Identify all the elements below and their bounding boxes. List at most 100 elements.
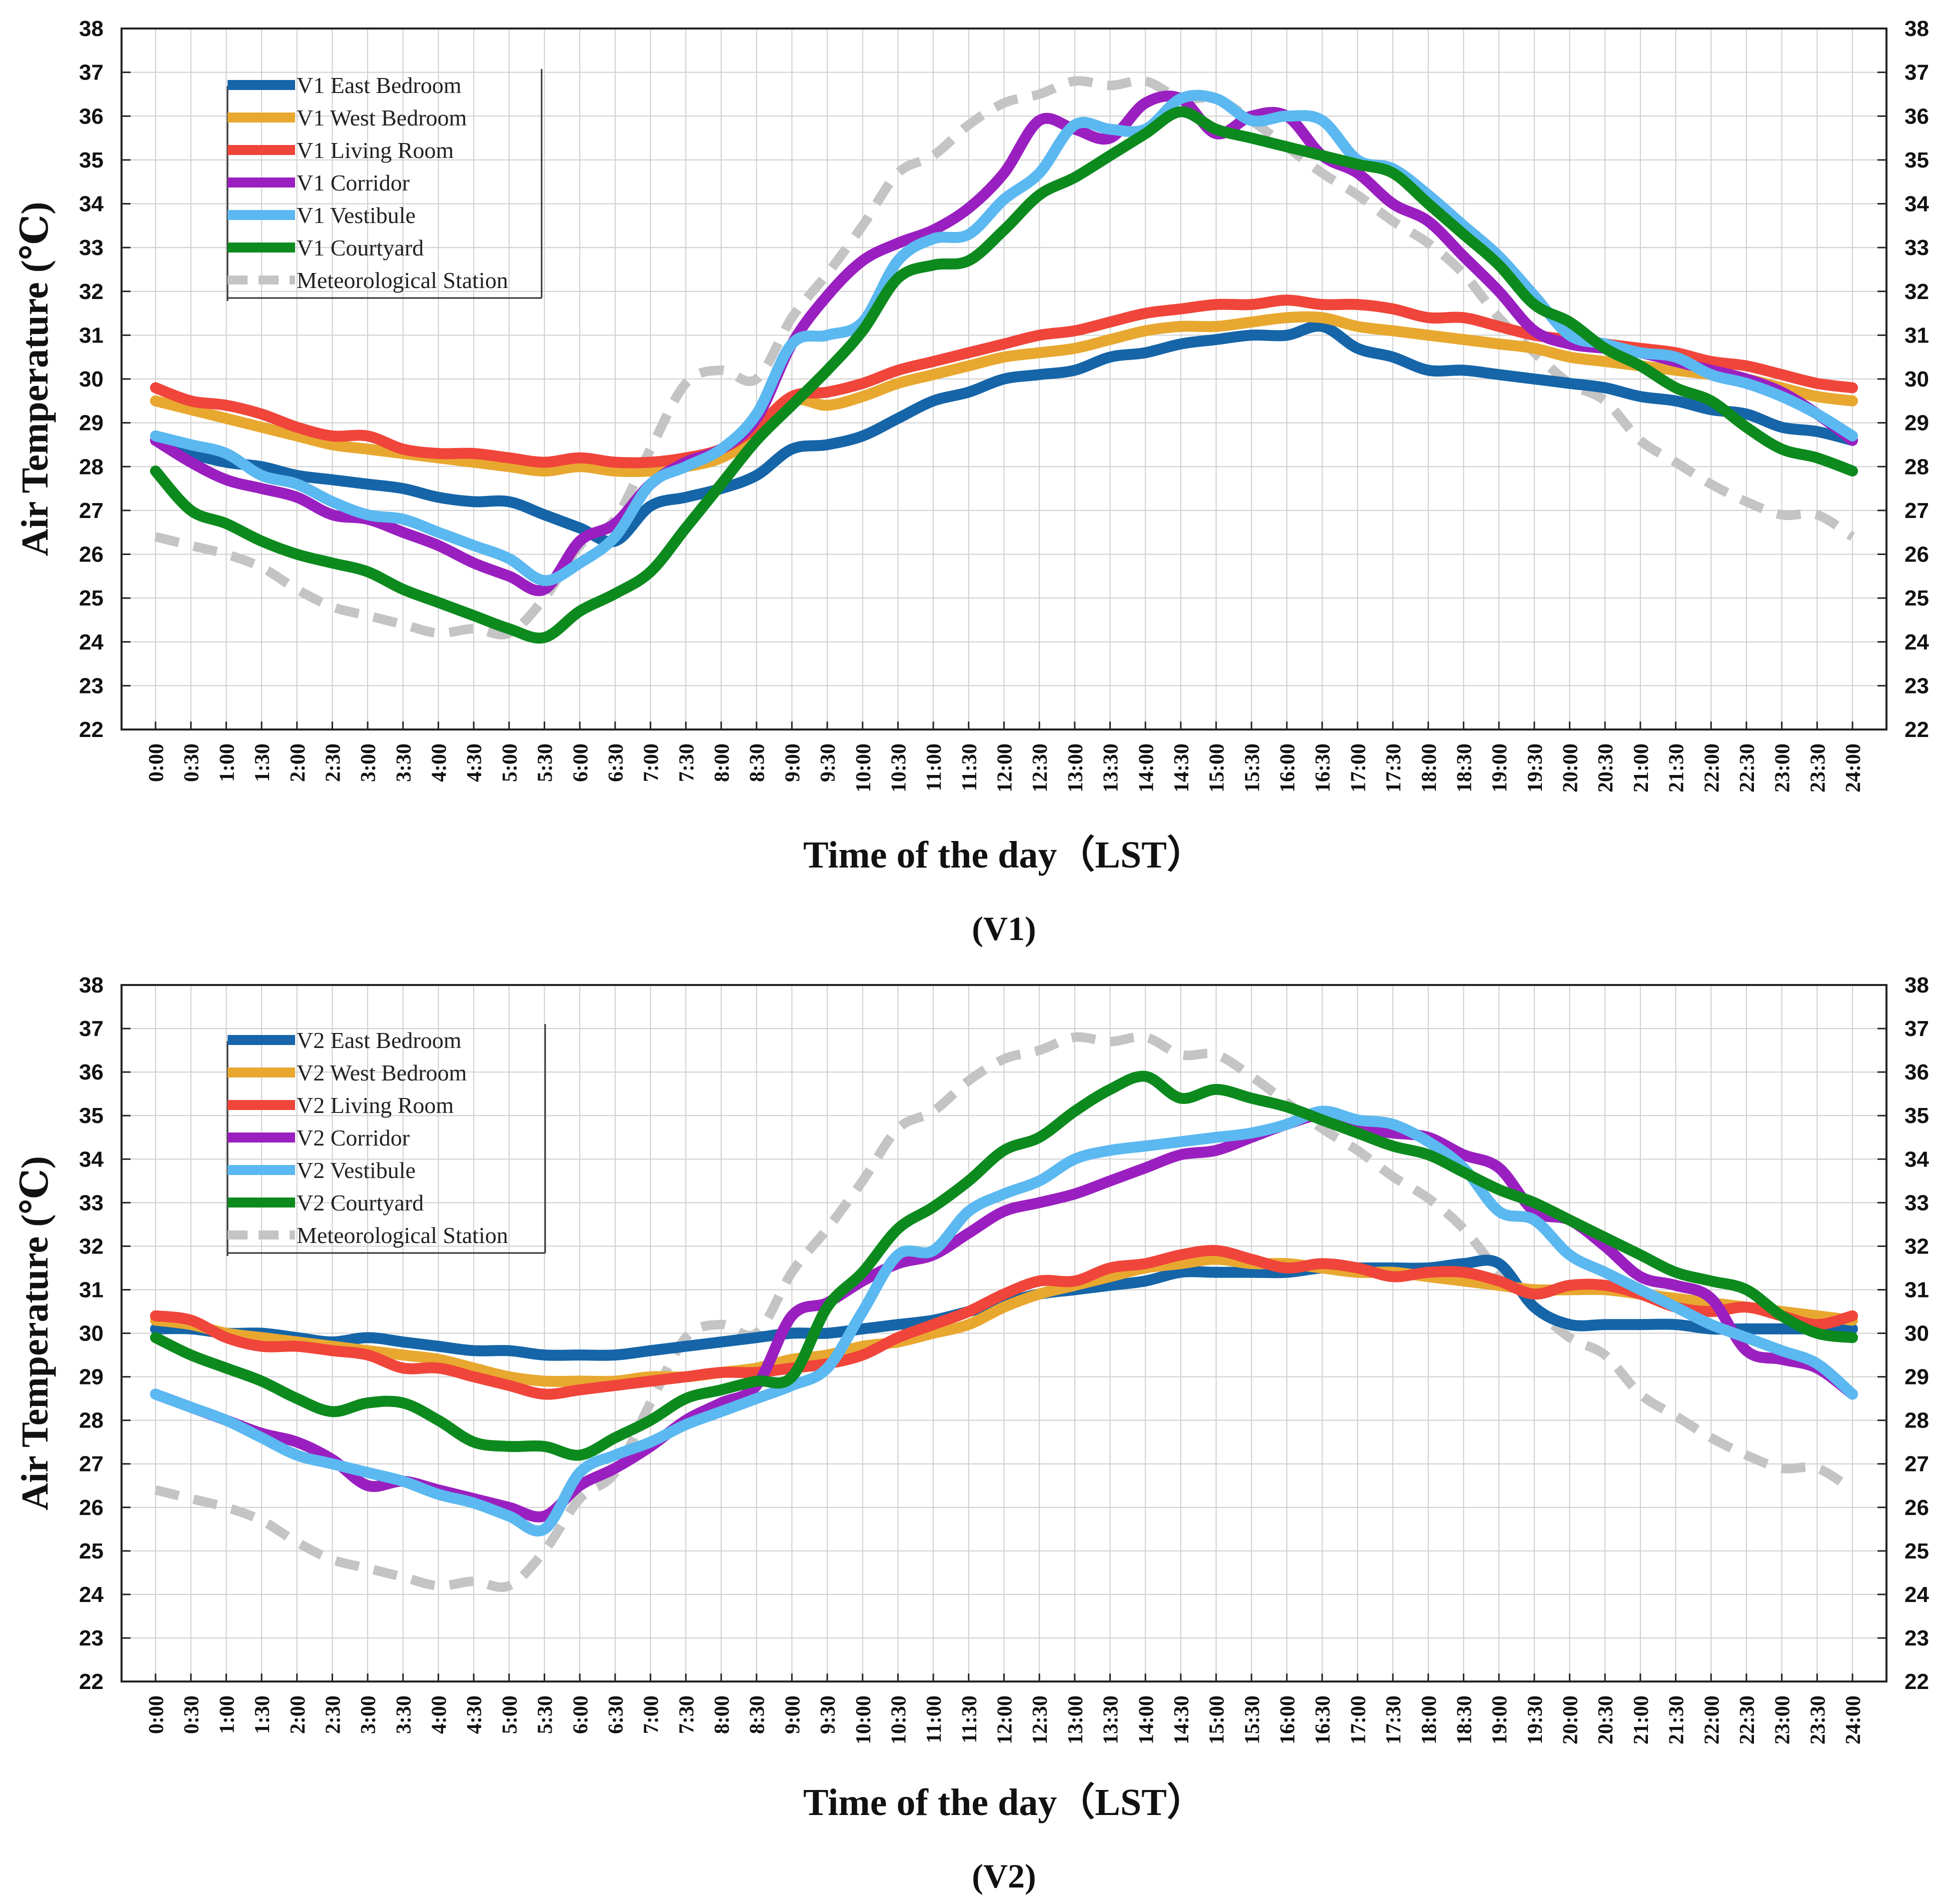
y-tick-label: 31 <box>79 323 104 348</box>
x-tick-label: 4:00 <box>428 744 451 782</box>
y-tick-label-right: 25 <box>1904 1539 1929 1564</box>
y-tick-label-right: 22 <box>1904 718 1929 742</box>
x-tick-label: 11:00 <box>923 744 946 792</box>
y-tick-label: 33 <box>79 1190 104 1215</box>
x-tick-label: 21:00 <box>1630 1696 1653 1744</box>
y-axis-title: Air Temperature (℃) <box>14 202 56 556</box>
y-tick-label: 34 <box>79 192 104 216</box>
legend-label: V1 East Bedroom <box>297 72 462 98</box>
x-tick-label: 18:30 <box>1453 744 1476 792</box>
figure: 22 2223 2324 2425 2526 2627 2728 2829 2930 3031 31… <box>0 0 1957 1904</box>
x-tick-label: 21:30 <box>1665 744 1688 792</box>
y-tick-label-right: 27 <box>1904 498 1929 523</box>
x-tick-label: 6:30 <box>605 744 628 782</box>
y-tick-label-right: 36 <box>1904 104 1929 128</box>
x-tick-label: 15:30 <box>1241 1696 1264 1744</box>
panel-caption: (V2) <box>972 1857 1036 1895</box>
y-tick-label: 34 <box>79 1147 104 1172</box>
x-axis-title: Time of the day（LST） <box>803 834 1205 876</box>
x-tick-label: 7:00 <box>640 1696 663 1734</box>
y-tick-label-right: 35 <box>1904 148 1929 172</box>
x-tick-label: 7:30 <box>675 1696 698 1734</box>
x-tick-label: 18:00 <box>1418 744 1441 792</box>
x-tick-label: 17:30 <box>1382 1696 1405 1744</box>
x-tick-label: 18:30 <box>1453 1696 1476 1744</box>
y-tick-label: 32 <box>79 280 104 304</box>
x-tick-label: 20:30 <box>1594 744 1617 792</box>
x-tick-label: 9:00 <box>781 1696 804 1734</box>
y-tick-label-right: 34 <box>1904 1147 1929 1172</box>
x-tick-label: 19:30 <box>1524 744 1547 792</box>
y-tick-label-right: 28 <box>1904 454 1929 479</box>
x-tick-label: 15:00 <box>1206 1696 1229 1744</box>
x-tick-label: 3:00 <box>357 1696 380 1734</box>
y-tick-label: 36 <box>79 1060 104 1084</box>
x-tick-label: 5:30 <box>534 744 557 782</box>
x-tick-label: 7:00 <box>640 744 663 782</box>
legend-label: V2 Courtyard <box>297 1190 424 1216</box>
x-tick-label: 20:30 <box>1594 1696 1617 1744</box>
x-axis: 0:00 0:30 1:00 1:30 2:00 2:30 3:00 3:30 4:00 4:30… <box>145 1674 1865 1744</box>
x-tick-label: 0:00 <box>145 744 168 782</box>
y-tick-label-right: 35 <box>1904 1104 1929 1128</box>
y-tick-label-right: 31 <box>1904 323 1929 348</box>
x-tick-label: 16:00 <box>1276 1696 1299 1744</box>
x-tick-label: 13:30 <box>1100 744 1123 792</box>
x-tick-label: 24:00 <box>1842 1696 1865 1744</box>
y-axis-title: Air Temperature (℃) <box>14 1156 56 1510</box>
x-tick-label: 3:00 <box>357 744 380 782</box>
y-tick-label: 28 <box>79 1408 104 1433</box>
x-tick-label: 4:30 <box>463 1696 486 1734</box>
y-tick-label: 37 <box>79 1016 104 1041</box>
x-tick-label: 6:00 <box>569 1696 592 1734</box>
y-tick-label-right: 33 <box>1904 1190 1929 1215</box>
x-tick-label: 10:30 <box>887 1696 910 1744</box>
x-tick-label: 5:00 <box>499 744 522 782</box>
legend-label: V2 East Bedroom <box>297 1028 462 1053</box>
x-tick-label: 2:00 <box>287 1696 310 1734</box>
y-tick-label: 30 <box>79 367 104 392</box>
y-tick-label: 35 <box>79 148 104 172</box>
legend-label: V2 Vestibule <box>297 1158 416 1183</box>
y-tick-label-right: 26 <box>1904 1496 1929 1520</box>
x-tick-label: 0:00 <box>145 1696 168 1734</box>
x-tick-label: 12:00 <box>994 1696 1017 1744</box>
y-tick-label-right: 32 <box>1904 280 1929 304</box>
x-tick-label: 2:00 <box>287 744 310 782</box>
legend-label: Meteorological Station <box>297 1222 508 1248</box>
y-tick-label-right: 37 <box>1904 1016 1929 1041</box>
legend-label: V2 Corridor <box>297 1125 410 1150</box>
x-tick-label: 9:00 <box>781 744 804 782</box>
legend-label: V1 West Bedroom <box>297 105 467 130</box>
y-tick-label: 24 <box>79 630 104 654</box>
x-tick-label: 16:30 <box>1312 1696 1335 1744</box>
x-axis-title: Time of the day（LST） <box>803 1782 1205 1824</box>
y-tick-label: 30 <box>79 1322 104 1346</box>
x-tick-label: 17:00 <box>1347 744 1370 792</box>
y-tick-label-right: 38 <box>1904 16 1929 41</box>
y-tick-label-right: 34 <box>1904 192 1929 216</box>
x-tick-label: 12:00 <box>994 744 1017 792</box>
x-tick-label: 11:30 <box>958 1696 981 1744</box>
x-tick-label: 23:00 <box>1771 1696 1794 1744</box>
y-tick-label-right: 24 <box>1904 630 1929 654</box>
x-tick-label: 5:30 <box>534 1696 557 1734</box>
x-tick-label: 18:00 <box>1418 1696 1441 1744</box>
y-tick-label: 25 <box>79 586 104 610</box>
x-tick-label: 23:30 <box>1806 744 1829 792</box>
x-tick-label: 19:00 <box>1488 744 1511 792</box>
y-tick-label: 29 <box>79 1365 104 1390</box>
x-tick-label: 6:30 <box>605 1696 628 1734</box>
y-tick-label-right: 30 <box>1904 1322 1929 1346</box>
y-tick-label-right: 25 <box>1904 586 1929 610</box>
x-tick-label: 22:30 <box>1736 1696 1759 1744</box>
x-tick-label: 4:30 <box>463 744 486 782</box>
x-tick-label: 7:30 <box>675 744 698 782</box>
y-tick-label-right: 29 <box>1904 411 1929 436</box>
y-tick-label-right: 36 <box>1904 1060 1929 1084</box>
y-tick-label-right: 37 <box>1904 60 1929 85</box>
y-tick-label-right: 23 <box>1904 674 1929 698</box>
x-tick-label: 13:00 <box>1064 1696 1087 1744</box>
x-tick-label: 10:00 <box>852 744 875 792</box>
x-tick-label: 9:30 <box>817 1696 840 1734</box>
